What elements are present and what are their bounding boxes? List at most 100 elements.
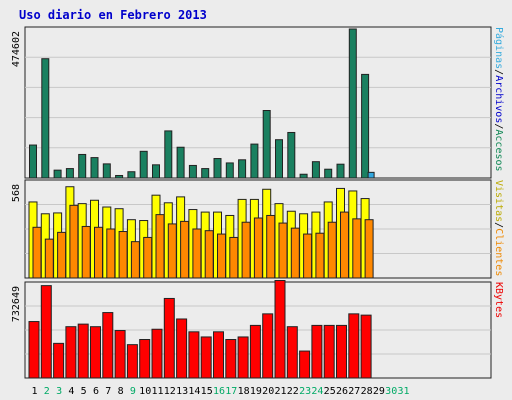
x-tick-label-8: 8 xyxy=(118,386,124,397)
bar-hits-accesos-day-5 xyxy=(78,153,87,179)
bar-kbytes-kbytes-day-3 xyxy=(53,342,65,379)
x-tick-label-30: 30 xyxy=(385,386,397,397)
x-tick-label-12: 12 xyxy=(164,386,176,397)
x-tick-label-1: 1 xyxy=(31,386,37,397)
x-tick-label-13: 13 xyxy=(176,386,188,397)
bar-kbytes-kbytes-day-26 xyxy=(336,324,347,379)
bar-visits-clientes-day-28 xyxy=(364,219,374,279)
x-tick-label-2: 2 xyxy=(44,386,50,397)
bar-kbytes-kbytes-day-6 xyxy=(90,326,101,379)
bar-visits-clientes-day-5 xyxy=(81,225,91,279)
bar-kbytes-kbytes-day-1 xyxy=(28,321,40,379)
bar-kbytes-kbytes-day-16 xyxy=(213,331,224,379)
panel-hits-max-label: 474602 xyxy=(11,31,22,67)
bar-visits-clientes-day-25 xyxy=(327,221,337,279)
x-tick-label-17: 17 xyxy=(225,386,237,397)
bar-hits-accesos-day-2 xyxy=(41,58,50,179)
bar-hits-accesos-day-18 xyxy=(238,159,247,179)
x-tick-label-21: 21 xyxy=(274,386,286,397)
panel-visits-max-label: 568 xyxy=(11,184,22,202)
bar-kbytes-kbytes-day-28 xyxy=(360,314,372,379)
bar-visits-clientes-day-17 xyxy=(229,236,239,279)
bar-hits-accesos-day-26 xyxy=(336,163,345,179)
bar-visits-clientes-day-19 xyxy=(253,217,263,279)
bar-kbytes-kbytes-day-14 xyxy=(188,331,200,379)
panel-visits-legend: Visitas/Clientes xyxy=(493,180,504,276)
x-tick-label-5: 5 xyxy=(81,386,87,397)
x-tick-label-9: 9 xyxy=(130,386,136,397)
bar-hits-accesos-day-20 xyxy=(262,110,271,179)
bar-hits-accesos-day-17 xyxy=(225,162,234,179)
bar-kbytes-kbytes-day-19 xyxy=(249,324,261,379)
bar-visits-clientes-day-18 xyxy=(241,221,251,279)
bar-kbytes-kbytes-day-25 xyxy=(323,324,335,379)
x-tick-label-25: 25 xyxy=(324,386,336,397)
x-tick-label-20: 20 xyxy=(262,386,274,397)
bar-hits-accesos-day-16 xyxy=(213,158,222,179)
bar-visits-clientes-day-4 xyxy=(69,204,79,279)
bar-hits-accesos-day-8 xyxy=(115,174,124,179)
chart-title: Uso diario en Febrero 2013 xyxy=(19,8,207,22)
panel-kbytes-legend: KBytes xyxy=(493,282,504,318)
bar-hits-accesos-day-11 xyxy=(152,164,160,179)
bar-visits-clientes-day-16 xyxy=(217,233,226,279)
bar-kbytes-kbytes-day-12 xyxy=(163,297,175,379)
bar-kbytes-kbytes-day-7 xyxy=(102,312,114,379)
bar-kbytes-kbytes-day-8 xyxy=(114,330,126,379)
bar-hits-accesos-day-28 xyxy=(361,73,370,179)
bar-visits-clientes-day-12 xyxy=(167,223,177,279)
bar-visits-clientes-day-11 xyxy=(155,214,165,279)
bar-visits-clientes-day-21 xyxy=(278,222,288,279)
bar-visits-clientes-day-10 xyxy=(143,236,153,279)
bar-hits-accesos-day-22 xyxy=(287,131,296,179)
bar-kbytes-kbytes-day-13 xyxy=(176,318,188,379)
x-tick-label-10: 10 xyxy=(139,386,151,397)
bar-kbytes-kbytes-day-18 xyxy=(237,336,249,379)
bar-kbytes-kbytes-day-9 xyxy=(126,344,138,379)
bar-hits-accesos-day-4 xyxy=(65,168,74,179)
bar-visits-clientes-day-23 xyxy=(303,233,313,279)
bar-visits-clientes-day-9 xyxy=(130,241,140,279)
x-tick-label-18: 18 xyxy=(238,386,250,397)
x-tick-label-4: 4 xyxy=(68,386,74,397)
bar-visits-clientes-day-1 xyxy=(32,226,42,279)
bar-hits-accesos-day-27 xyxy=(348,28,357,179)
bar-hits-accesos-day-25 xyxy=(324,168,333,179)
bar-kbytes-kbytes-day-22 xyxy=(286,326,298,379)
bar-kbytes-kbytes-day-5 xyxy=(77,323,89,379)
x-tick-label-7: 7 xyxy=(105,386,111,397)
bar-visits-clientes-day-24 xyxy=(315,232,325,279)
bar-hits-accesos-day-21 xyxy=(275,139,283,179)
bar-visits-clientes-day-6 xyxy=(94,226,103,279)
bar-visits-clientes-day-13 xyxy=(180,220,190,279)
bar-visits-clientes-day-26 xyxy=(340,211,349,279)
bar-kbytes-kbytes-day-24 xyxy=(311,324,323,379)
x-tick-label-23: 23 xyxy=(299,386,311,397)
bar-hits-accesos-day-12 xyxy=(164,130,173,179)
bar-kbytes-kbytes-day-27 xyxy=(348,313,360,379)
bar-visits-clientes-day-2 xyxy=(44,238,54,279)
x-tick-label-26: 26 xyxy=(336,386,348,397)
bar-visits-clientes-day-8 xyxy=(118,231,128,279)
bar-hits-accesos-day-3 xyxy=(53,169,62,179)
bar-hits-accesos-day-13 xyxy=(176,146,185,179)
x-tick-label-15: 15 xyxy=(201,386,213,397)
bar-kbytes-kbytes-day-21 xyxy=(274,279,286,379)
x-tick-label-31: 31 xyxy=(397,386,409,397)
bar-hits-accesos-day-14 xyxy=(188,164,197,179)
x-tick-label-29: 29 xyxy=(373,386,385,397)
x-tick-label-27: 27 xyxy=(348,386,360,397)
bar-kbytes-kbytes-day-15 xyxy=(200,336,212,379)
bar-hits-accesos-day-9 xyxy=(127,171,136,179)
x-tick-label-24: 24 xyxy=(311,386,323,397)
bar-hits-accesos-day-7 xyxy=(102,163,111,179)
bar-hits-accesos-day-10 xyxy=(139,150,148,179)
bar-visits-clientes-day-20 xyxy=(266,214,276,279)
bar-visits-clientes-day-7 xyxy=(106,228,116,279)
bar-visits-clientes-day-22 xyxy=(290,227,300,279)
x-tick-label-6: 6 xyxy=(93,386,99,397)
panel-kbytes-max-label: 732649 xyxy=(11,286,22,322)
bar-hits-accesos-day-24 xyxy=(311,161,320,179)
bar-kbytes-kbytes-day-2 xyxy=(40,285,52,379)
